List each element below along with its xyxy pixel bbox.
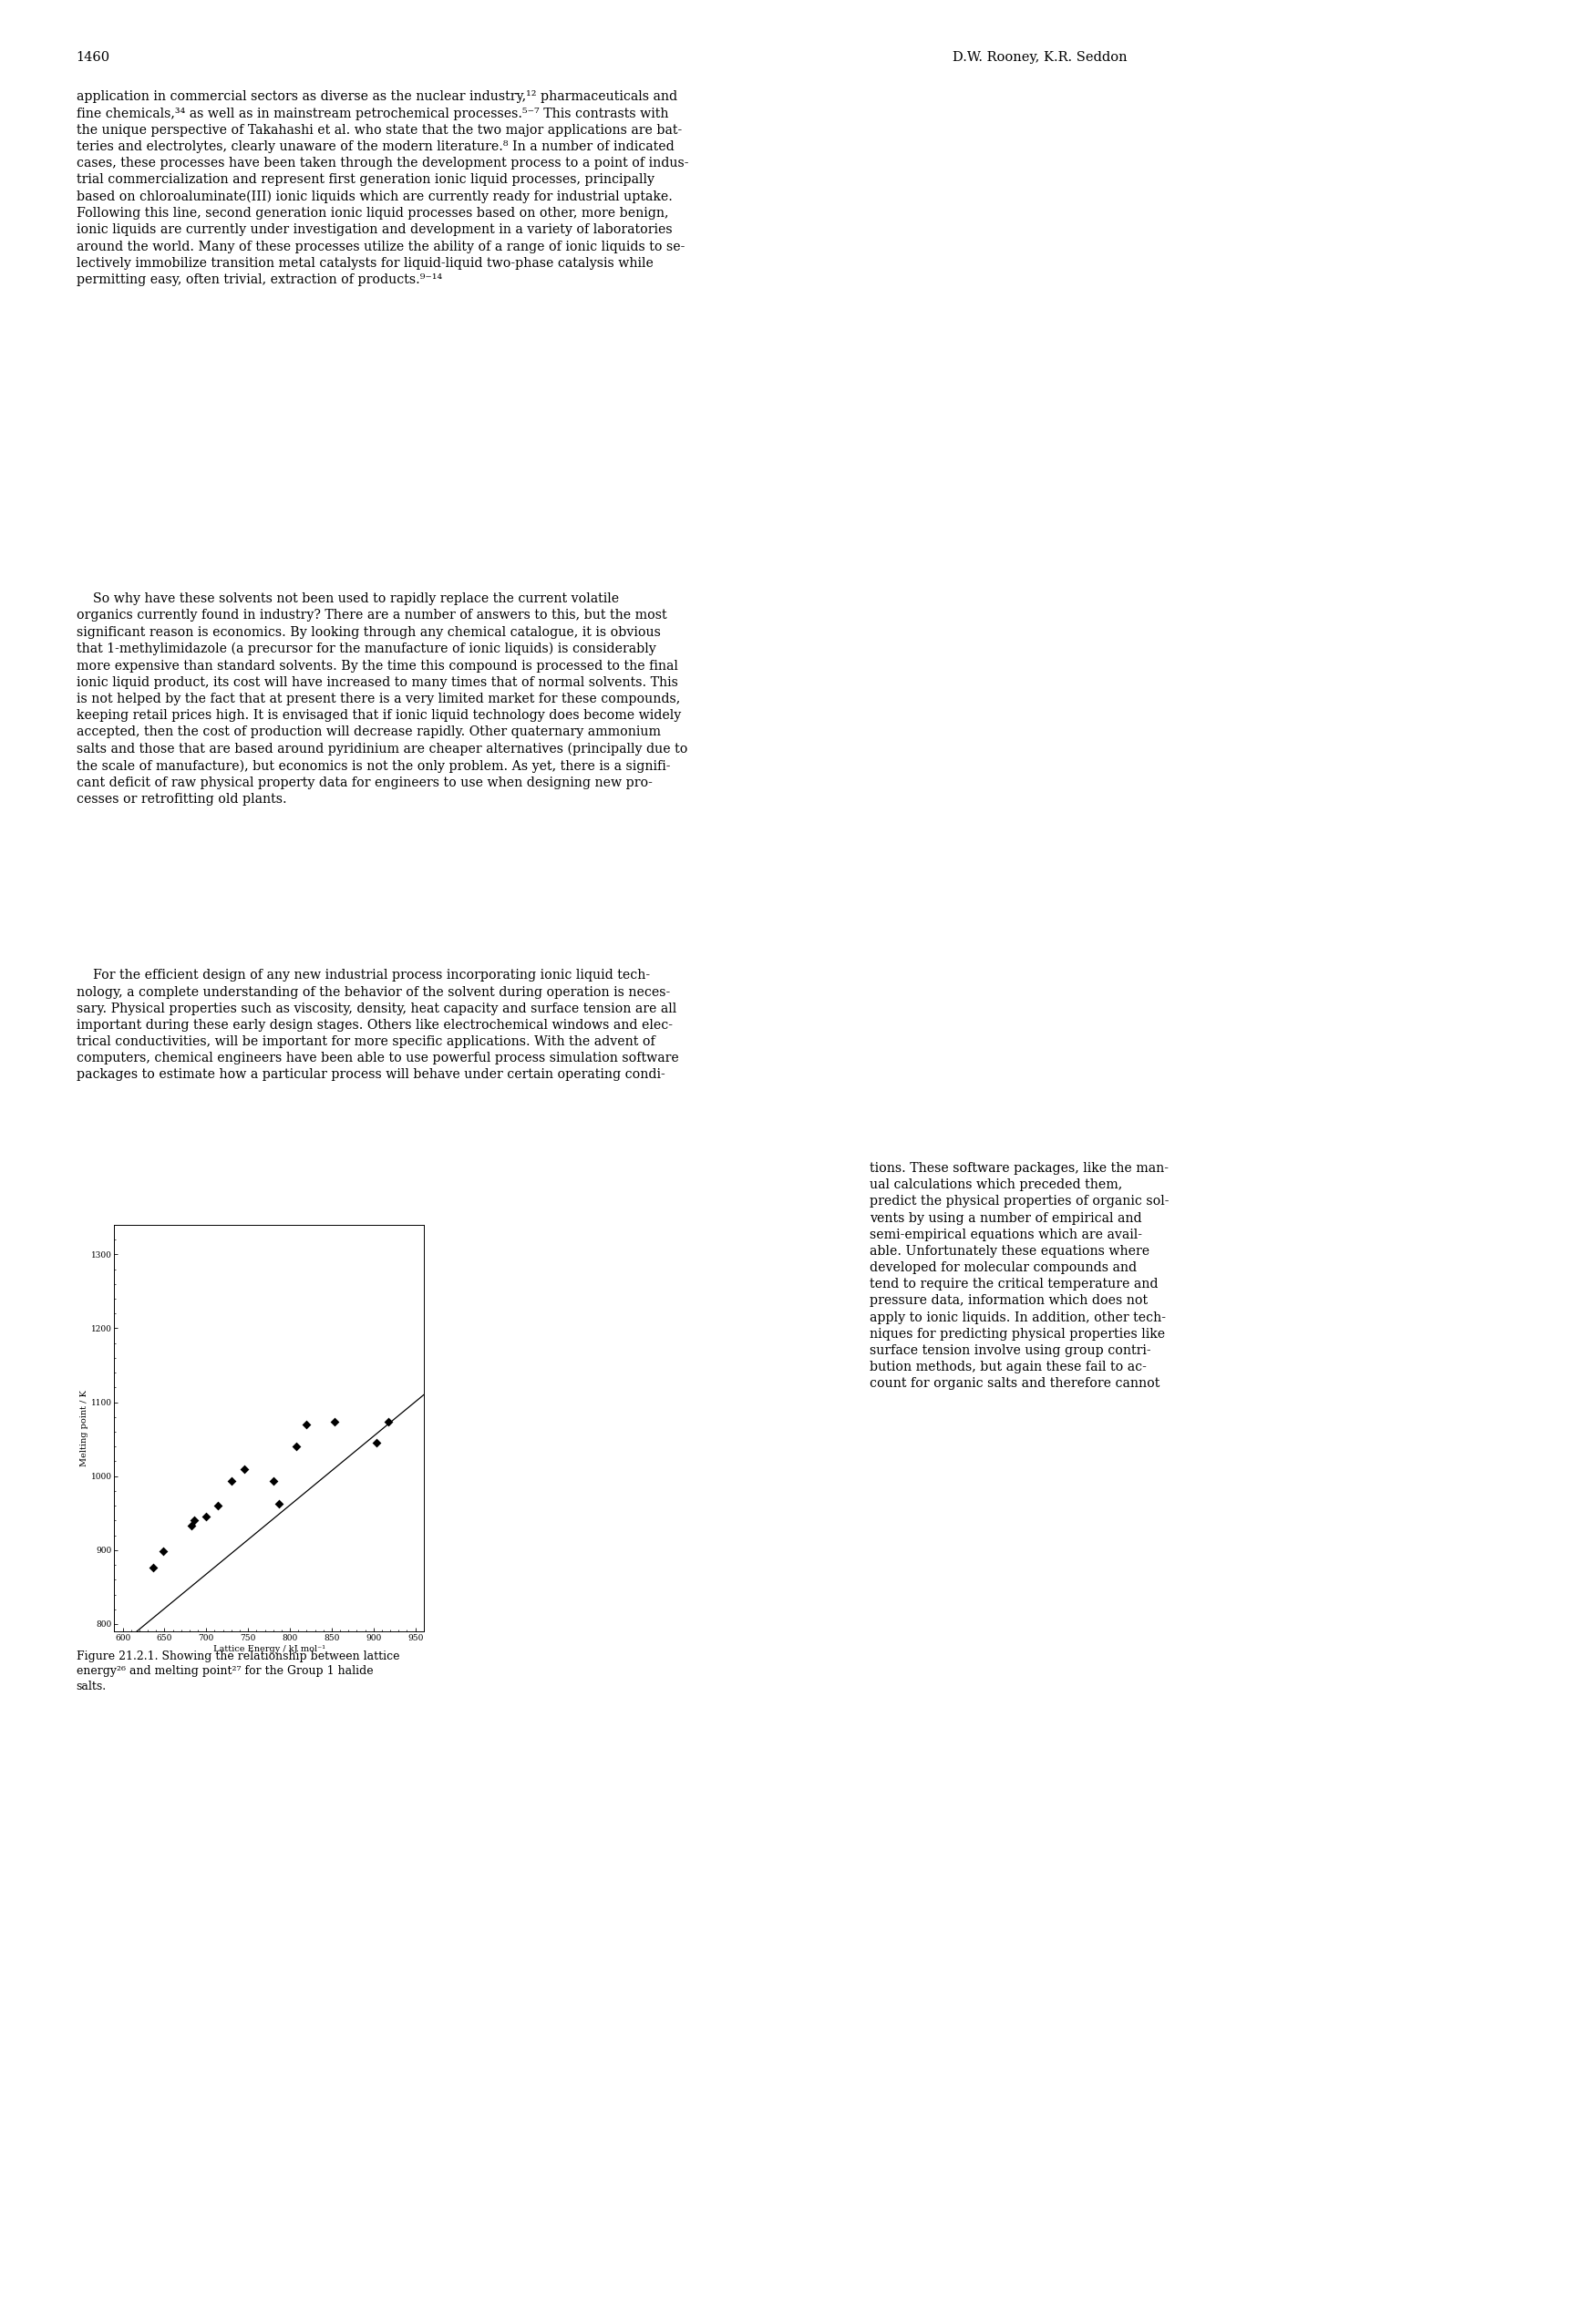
Point <box>363 1425 389 1462</box>
Text: application in commercial sectors as diverse as the nuclear industry,¹² pharmace: application in commercial sectors as div… <box>76 91 689 286</box>
Point <box>376 1404 402 1441</box>
Point <box>219 1462 244 1499</box>
Point <box>267 1485 292 1522</box>
Text: tions. These software packages, like the man-
ual calculations which preceded th: tions. These software packages, like the… <box>870 1162 1170 1390</box>
Point <box>140 1550 165 1587</box>
Point <box>151 1534 176 1571</box>
Point <box>284 1427 309 1464</box>
Text: D.W. Rooney, K.R. Seddon: D.W. Rooney, K.R. Seddon <box>952 51 1127 63</box>
Y-axis label: Melting point / K: Melting point / K <box>79 1390 89 1466</box>
Point <box>178 1508 203 1545</box>
Text: So why have these solvents not been used to rapidly replace the current volatile: So why have these solvents not been used… <box>76 593 687 806</box>
Text: 1460: 1460 <box>76 51 110 63</box>
Point <box>322 1404 348 1441</box>
Point <box>260 1462 286 1499</box>
Text: Figure 21.2.1. Showing the relationship between lattice
energy²⁶ and melting poi: Figure 21.2.1. Showing the relationship … <box>76 1650 400 1692</box>
Point <box>205 1487 230 1525</box>
Point <box>232 1450 257 1487</box>
Point <box>194 1499 219 1536</box>
X-axis label: Lattice Energy / kJ mol⁻¹: Lattice Energy / kJ mol⁻¹ <box>213 1645 325 1652</box>
Point <box>294 1406 319 1443</box>
Point <box>181 1501 206 1538</box>
Text: For the efficient design of any new industrial process incorporating ionic liqui: For the efficient design of any new indu… <box>76 969 679 1081</box>
